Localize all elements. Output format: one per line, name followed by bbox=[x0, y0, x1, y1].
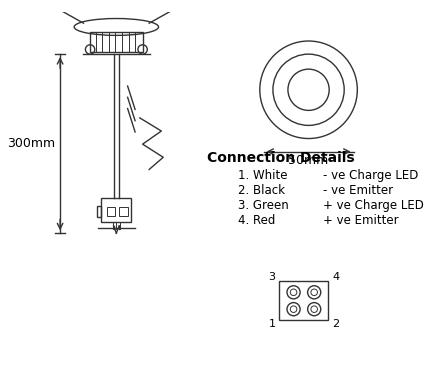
Text: 3. Green: 3. Green bbox=[238, 200, 289, 213]
Text: 4: 4 bbox=[332, 272, 339, 282]
Text: 2. Black: 2. Black bbox=[238, 185, 285, 198]
Text: 2: 2 bbox=[332, 319, 339, 329]
Text: 1: 1 bbox=[268, 319, 275, 329]
Text: Connection Details: Connection Details bbox=[207, 151, 354, 165]
Text: - ve Charge LED: - ve Charge LED bbox=[323, 169, 418, 182]
Text: + ve Emitter: + ve Emitter bbox=[323, 214, 398, 228]
Text: 3: 3 bbox=[268, 272, 275, 282]
Text: 300mm: 300mm bbox=[7, 137, 55, 150]
Bar bbox=[119, 207, 128, 216]
Bar bbox=[279, 281, 328, 321]
Bar bbox=[107, 207, 115, 216]
Text: + ve Charge LED: + ve Charge LED bbox=[323, 200, 424, 213]
Text: 4. Red: 4. Red bbox=[238, 214, 275, 228]
Text: - ve Emitter: - ve Emitter bbox=[323, 185, 393, 198]
Text: 50mm: 50mm bbox=[289, 154, 329, 167]
Text: 1. White: 1. White bbox=[238, 169, 288, 182]
Bar bbox=[97, 206, 101, 217]
Bar bbox=[90, 32, 143, 52]
